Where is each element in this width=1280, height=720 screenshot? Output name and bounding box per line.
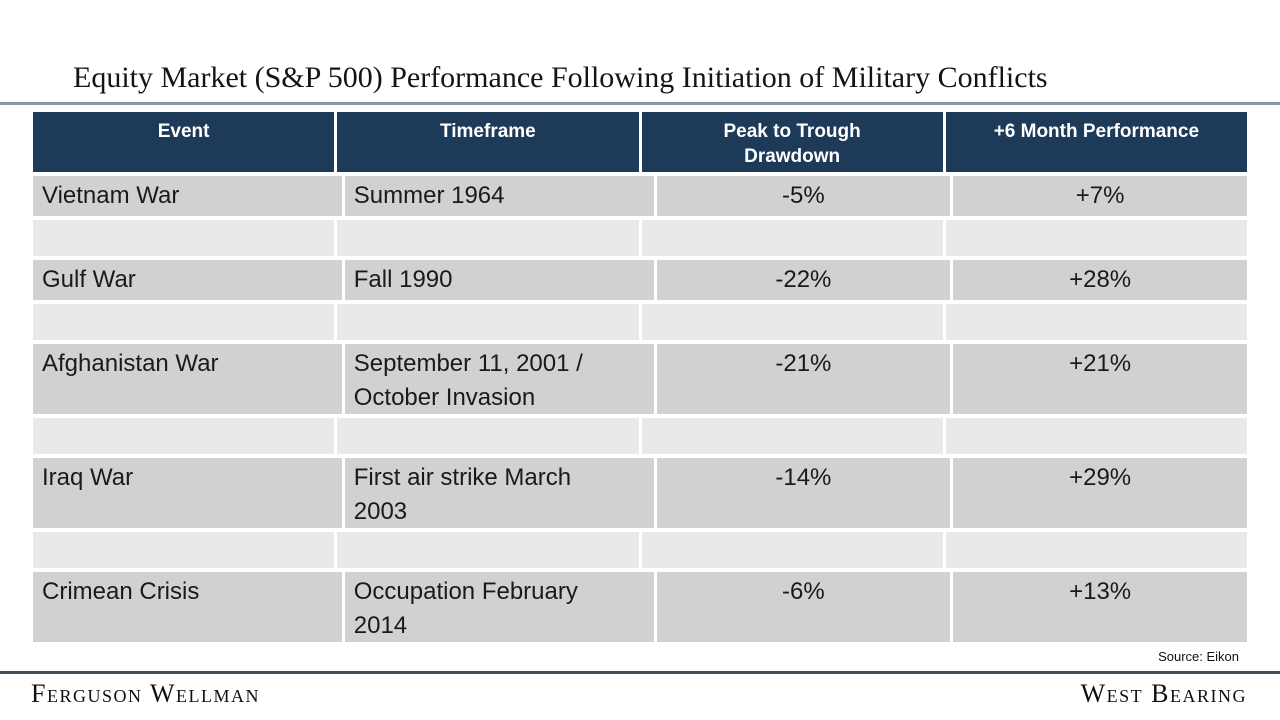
spacer-cell [945, 220, 1247, 256]
cell-drawdown: -6% [656, 572, 951, 642]
cell-drawdown: -22% [656, 260, 951, 300]
header-drawdown: Peak to Trough Drawdown [641, 112, 943, 172]
title-rule-divider [0, 102, 1280, 105]
spacer-cell [337, 532, 639, 568]
header-performance: +6 Month Performance [945, 112, 1247, 172]
spacer-cell [337, 418, 639, 454]
cell-event: Iraq War [33, 458, 342, 528]
cell-drawdown: -14% [656, 458, 951, 528]
spacer-cell [33, 532, 335, 568]
spacer-cell [641, 532, 943, 568]
table-spacer-row [33, 304, 1247, 340]
table-header-row: Event Timeframe Peak to Trough Drawdown … [33, 112, 1247, 172]
source-note: Source: Eikon [1158, 649, 1239, 664]
spacer-cell [337, 220, 639, 256]
table-spacer-row [33, 532, 1247, 568]
table-row-crimea: Crimean Crisis Occupation February 2014 … [33, 572, 1247, 642]
cell-timeframe: Fall 1990 [344, 260, 654, 300]
table-row-afghanistan: Afghanistan War September 11, 2001 / Oct… [33, 344, 1247, 414]
spacer-cell [641, 418, 943, 454]
slide-title: Equity Market (S&P 500) Performance Foll… [73, 61, 1048, 94]
header-timeframe: Timeframe [337, 112, 639, 172]
cell-event: Afghanistan War [33, 344, 342, 414]
footer-brand-ferguson-wellman: Ferguson Wellman [31, 679, 261, 708]
cell-timeframe: Occupation February 2014 [344, 572, 654, 642]
table-spacer-row [33, 418, 1247, 454]
cell-timeframe: First air strike March 2003 [344, 458, 654, 528]
cell-drawdown: -21% [656, 344, 951, 414]
footer-rule-divider [0, 671, 1280, 674]
spacer-cell [33, 220, 335, 256]
performance-table: Event Timeframe Peak to Trough Drawdown … [33, 112, 1247, 646]
cell-event: Vietnam War [33, 176, 342, 216]
header-event: Event [33, 112, 335, 172]
cell-performance: +29% [953, 458, 1247, 528]
table-row-gulf: Gulf War Fall 1990 -22% +28% [33, 260, 1247, 300]
cell-event: Gulf War [33, 260, 342, 300]
spacer-cell [337, 304, 639, 340]
cell-performance: +7% [953, 176, 1247, 216]
spacer-cell [945, 532, 1247, 568]
spacer-cell [641, 220, 943, 256]
footer-brand-west-bearing: West Bearing [1080, 679, 1247, 708]
cell-event: Crimean Crisis [33, 572, 342, 642]
table-spacer-row [33, 220, 1247, 256]
table-row-iraq: Iraq War First air strike March 2003 -14… [33, 458, 1247, 528]
spacer-cell [33, 304, 335, 340]
spacer-cell [945, 304, 1247, 340]
table-row-vietnam: Vietnam War Summer 1964 -5% +7% [33, 176, 1247, 216]
cell-timeframe: Summer 1964 [344, 176, 654, 216]
spacer-cell [945, 418, 1247, 454]
spacer-cell [33, 418, 335, 454]
cell-performance: +28% [953, 260, 1247, 300]
cell-performance: +13% [953, 572, 1247, 642]
spacer-cell [641, 304, 943, 340]
cell-timeframe: September 11, 2001 / October Invasion [344, 344, 654, 414]
cell-performance: +21% [953, 344, 1247, 414]
cell-drawdown: -5% [656, 176, 951, 216]
